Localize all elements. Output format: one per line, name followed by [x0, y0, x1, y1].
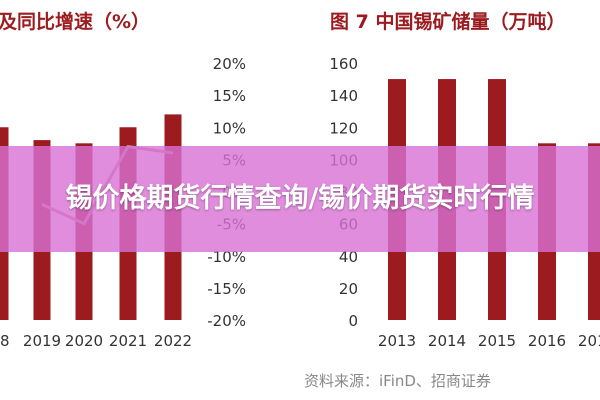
left-x-tick-label: 18 [0, 332, 10, 350]
left-y-tick-label: -10% [207, 248, 246, 266]
overlay-banner: 锡价格期货行情查询/锡价期货实时行情 [0, 146, 600, 252]
left-chart-title: 及同比增速（%） [0, 10, 150, 33]
overlay-title: 锡价格期货行情查询/锡价期货实时行情 [65, 183, 535, 214]
left-x-tick-label: 2020 [65, 332, 103, 350]
right-x-axis: 2013 2014 2015 2016 2017 [378, 332, 600, 350]
right-y-tick-label: 160 [329, 55, 358, 73]
right-x-tick-label: 2014 [428, 332, 466, 350]
left-y-tick-label: 15% [213, 87, 246, 105]
right-y-tick-label: 0 [348, 312, 358, 330]
left-x-tick-label: 2021 [109, 332, 147, 350]
right-y-tick-label: 120 [329, 119, 358, 137]
right-y-tick-label: 40 [339, 248, 358, 266]
right-x-tick-label: 2013 [378, 332, 416, 350]
right-x-tick-label: 2017 [578, 332, 600, 350]
left-x-tick-label: 2022 [154, 332, 192, 350]
right-x-tick-label: 2015 [478, 332, 516, 350]
right-x-tick-label: 2016 [528, 332, 566, 350]
left-y-tick-label: -20% [207, 312, 246, 330]
right-y-tick-label: 20 [339, 280, 358, 298]
left-y-tick-label: 10% [213, 119, 246, 137]
source-note: 资料来源：iFinD、招商证券 [304, 372, 491, 390]
right-y-tick-label: 140 [329, 87, 358, 105]
right-chart-title: 图 7 中国锡矿储量（万吨） [330, 10, 565, 33]
left-y-tick-label: 20% [213, 55, 246, 73]
left-y-tick-label: -15% [207, 280, 246, 298]
left-x-tick-label: 2019 [23, 332, 61, 350]
